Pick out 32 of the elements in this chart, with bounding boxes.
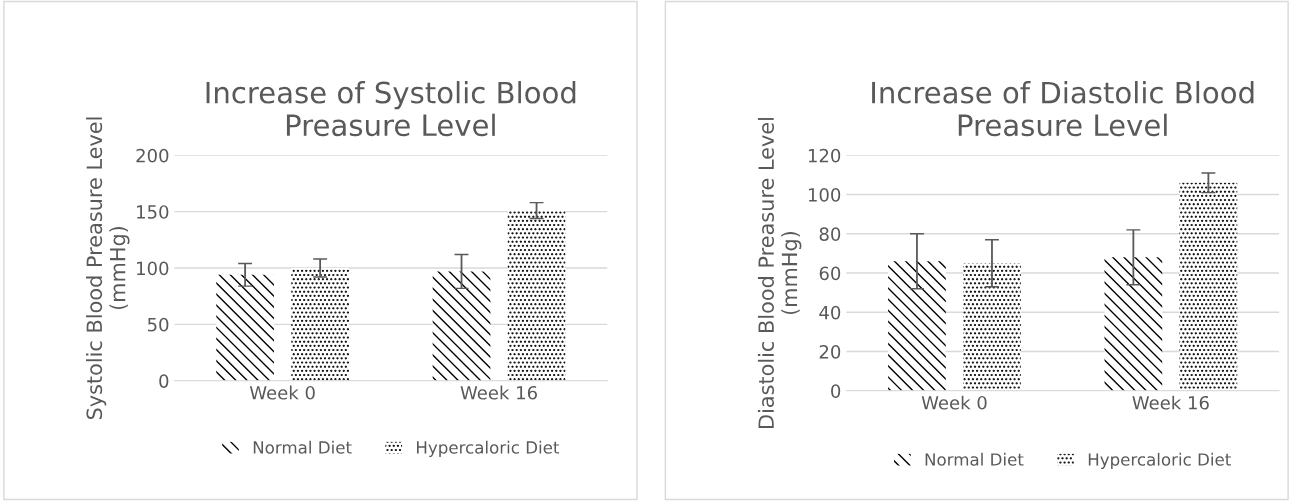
bar [432,271,491,381]
y-axis-title: Systolic Blood Preasure Level (mmHg) [86,117,130,420]
bar [1104,257,1163,391]
legend-label: Normal Diet [253,440,352,454]
bar [963,263,1021,391]
legend-label: Hypercaloric Diet [417,440,560,457]
y-tick-label: 60 [819,266,841,281]
x-tick-label: Week 0 [249,385,315,400]
y-tick-label: 0 [159,374,169,388]
x-tick-label: Week 16 [460,385,537,400]
bar [291,268,349,381]
y-tick-label: 150 [137,205,169,219]
chart-title: Increase of Diastolic Blood Preasure Level [872,81,1254,137]
chart-title: Increase of Systolic Blood Preasure Level [206,81,576,137]
y-tick-label: 100 [137,261,169,276]
y-tick-label: 20 [819,344,841,359]
y-tick-label: 40 [819,305,841,320]
y-tick-label: 50 [147,317,169,332]
legend-label: Normal Diet [925,452,1024,466]
y-tick-label: 200 [136,148,169,163]
y-tick-label: 100 [808,188,841,202]
x-tick-label: Week 16 [1132,395,1209,410]
bar [888,261,946,391]
bar [507,210,566,381]
y-tick-label: 80 [819,227,841,241]
bar [1179,182,1238,391]
x-tick-label: Week 0 [921,395,987,410]
legend-label: Hypercaloric Diet [1088,452,1231,469]
bar [216,274,274,381]
y-axis-title: Diastolic Blood Preasure Level (mmHg) [757,118,802,428]
y-tick-label: 0 [831,384,841,398]
y-tick-label: 120 [808,148,841,163]
